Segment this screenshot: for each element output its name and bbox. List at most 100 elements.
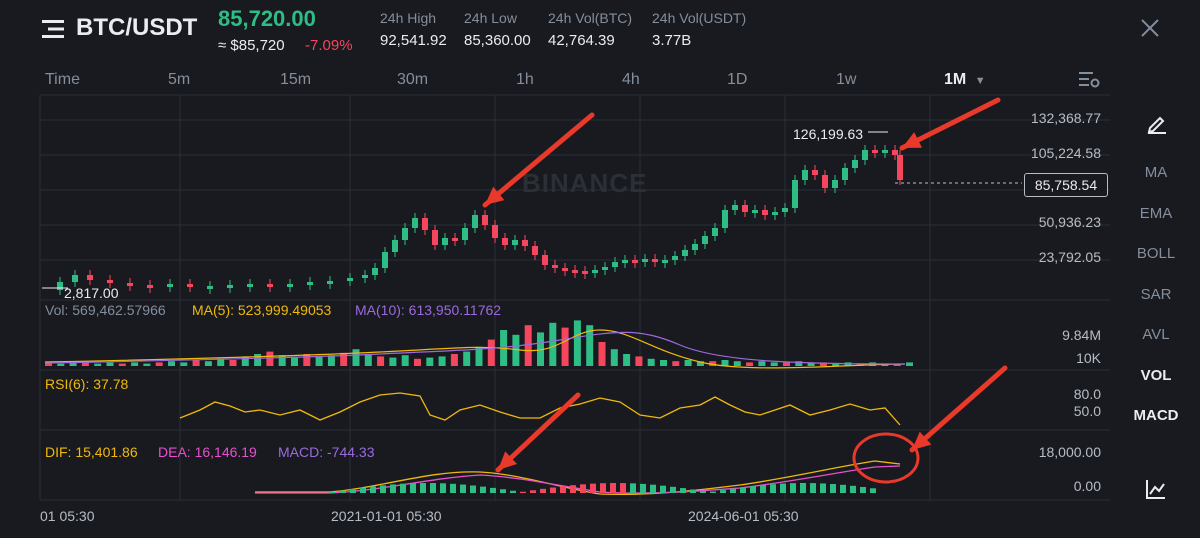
annotation-arrow-shaft [495, 392, 581, 473]
macd-histogram-bar [380, 485, 386, 493]
settings-icon[interactable] [1078, 70, 1100, 95]
candle-body [402, 228, 408, 240]
candle-body [247, 284, 253, 287]
annotation-arrow-shaft [482, 112, 595, 208]
candle-body [522, 240, 528, 246]
sidebar-item-vol[interactable]: VOL [1140, 367, 1172, 384]
macd-histogram-bar [820, 483, 826, 493]
sidebar-item-boll[interactable]: BOLL [1136, 245, 1176, 262]
candle-body [712, 228, 718, 236]
macd-histogram-bar [750, 486, 756, 493]
macd-histogram-bar [460, 484, 466, 493]
volume-bar [475, 346, 483, 366]
volume-bar [352, 349, 360, 366]
volume-bar [537, 332, 544, 366]
candles [57, 145, 903, 295]
macd-histogram-bar [740, 487, 746, 493]
vol-ma5-line [44, 329, 906, 369]
chart-icon[interactable] [1145, 478, 1167, 505]
macd-histogram-bar [350, 489, 356, 493]
volume-bar [131, 362, 139, 366]
macd-histogram-bar [870, 488, 876, 493]
sidebar-item-ema[interactable]: EMA [1139, 205, 1173, 222]
price-axis-2: 105,224.58 [1030, 145, 1101, 161]
candle-body [267, 284, 273, 287]
volume-bar [561, 327, 569, 366]
volume-bar [709, 361, 717, 366]
candle-body [187, 284, 193, 287]
tab-5m[interactable]: 5m [168, 71, 191, 88]
macd-histogram-bar [680, 488, 686, 493]
macd-histogram-bar [570, 485, 576, 493]
rsi-axis-1: 80.0 [1073, 386, 1101, 402]
tab-time[interactable]: Time [45, 71, 80, 88]
volume-bar [807, 362, 815, 366]
volume-bar [684, 360, 692, 366]
tab-1h[interactable]: 1h [516, 71, 534, 88]
volume-bar [512, 334, 520, 366]
candle-body [147, 285, 153, 288]
volume-bar [340, 352, 348, 366]
candle-body [87, 275, 93, 280]
macd-histogram-bar [710, 491, 716, 493]
tab-1m[interactable]: 1M ▼ [944, 71, 986, 89]
stat-label-vol-btc: 24h Vol(BTC) [548, 10, 633, 26]
volume-bar [315, 356, 323, 366]
time-axis-2: 2021-01-01 05:30 [331, 508, 442, 524]
candle-body [462, 228, 468, 240]
candle-body [327, 281, 333, 284]
volume-bar [770, 362, 778, 366]
sidebar-item-sar[interactable]: SAR [1140, 286, 1172, 303]
sidebar-item-avl[interactable]: AVL [1142, 326, 1170, 343]
volume-bar [45, 362, 52, 366]
candle-body [852, 160, 858, 168]
candle-body [897, 155, 903, 180]
macd-axis-2: 0.00 [1073, 478, 1101, 494]
volume-bar [57, 363, 65, 366]
tab-4h[interactable]: 4h [622, 71, 640, 88]
macd-histogram-bar [510, 490, 516, 493]
volume-bar [450, 354, 458, 366]
tab-30m[interactable]: 30m [397, 71, 429, 88]
rsi-label: RSI(6): 37.78 [45, 376, 129, 392]
sidebar-item-ma[interactable]: MA [1144, 164, 1168, 181]
tab-1w[interactable]: 1w [836, 71, 857, 88]
pencil-icon[interactable] [1146, 112, 1168, 139]
macd-histogram-bar [760, 485, 766, 493]
macd-histogram-bar [790, 483, 796, 493]
candle-body [412, 218, 418, 228]
sidebar-item-macd[interactable]: MACD [1133, 407, 1179, 424]
candle-body [542, 255, 548, 265]
candle-body [472, 215, 478, 228]
vol-ma5-label: MA(5): 523,999.49053 [192, 302, 332, 318]
volume-bar [389, 357, 397, 366]
macd-histogram-bar [690, 489, 696, 493]
price-axis-1: 132,368.77 [1030, 110, 1101, 126]
candle-body [692, 244, 698, 250]
candle-body [662, 260, 668, 263]
stat-value-high: 92,541.92 [380, 32, 447, 49]
volume-bar [229, 360, 237, 366]
volume-bars [45, 320, 913, 366]
symbol-title[interactable]: BTC/USDT [76, 14, 198, 41]
volume-bar [783, 362, 790, 366]
price-axis-4: 23,792.05 [1038, 249, 1101, 265]
annotation-arrow-head [485, 186, 505, 205]
menu-icon[interactable] [42, 18, 64, 40]
macd-histogram-bar [500, 489, 506, 493]
tab-15m[interactable]: 15m [280, 71, 312, 88]
macd-histogram-bar [780, 483, 786, 493]
vol-label: Vol: 569,462.57966 [45, 302, 166, 318]
macd-histogram-bar [640, 483, 646, 493]
last-price: 85,720.00 [218, 6, 316, 31]
candle-body [452, 238, 458, 241]
tab-1d[interactable]: 1D [727, 71, 748, 88]
close-icon[interactable] [1140, 18, 1160, 38]
volume-bar [819, 362, 827, 366]
candle-body [882, 150, 888, 153]
macd-histogram-bar [330, 492, 336, 493]
price-axis-3: 50,936.23 [1038, 214, 1101, 230]
volume-bar [573, 320, 581, 366]
volume-bar [364, 354, 372, 366]
